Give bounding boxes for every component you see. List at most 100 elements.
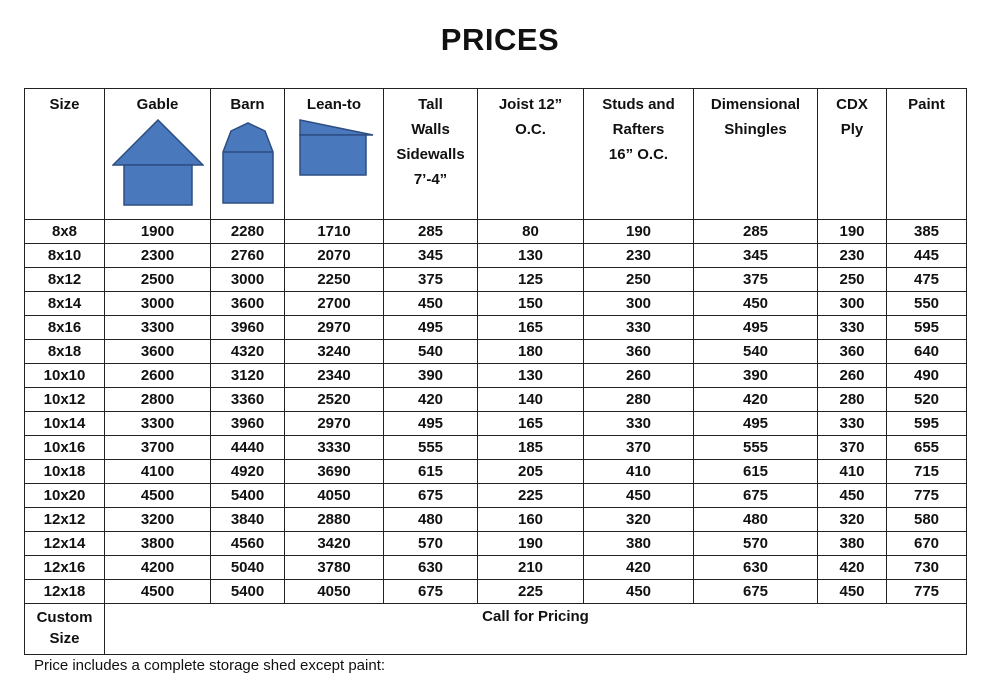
- cell-paint: 520: [886, 387, 967, 412]
- cell-studs: 300: [583, 291, 694, 316]
- cell-shingles: 285: [693, 219, 818, 244]
- cell-joist: 160: [477, 507, 584, 532]
- table-row: 8x14 3000 3600 2700 450 150 300 450 300 550: [24, 291, 967, 316]
- cell-joist: 205: [477, 459, 584, 484]
- lean-to-shed-icon: [299, 119, 374, 176]
- cell-barn: 4560: [210, 531, 285, 556]
- price-rows: 8x8 1900 2280 1710 285 80 190 285 190 385 8x10 2300…: [24, 219, 967, 604]
- table-row: 10x20 4500 5400 4050 675 225 450 675 450 775: [24, 483, 967, 508]
- cell-tall-walls: 495: [383, 315, 478, 340]
- header-gable-label: Gable: [136, 96, 179, 113]
- cell-joist: 130: [477, 363, 584, 388]
- cell-shingles: 555: [693, 435, 818, 460]
- cell-barn: 3120: [210, 363, 285, 388]
- cell-cdx: 280: [817, 387, 887, 412]
- cell-paint: 775: [886, 579, 967, 604]
- cell-leanto: 3240: [284, 339, 384, 364]
- cell-leanto: 4050: [284, 483, 384, 508]
- cell-gable: 4200: [104, 555, 211, 580]
- cell-size: 12x16: [24, 555, 105, 580]
- cell-cdx: 360: [817, 339, 887, 364]
- cell-studs: 330: [583, 411, 694, 436]
- cell-paint: 490: [886, 363, 967, 388]
- cell-size: 8x8: [24, 219, 105, 244]
- cell-leanto: 2700: [284, 291, 384, 316]
- cell-joist: 130: [477, 243, 584, 268]
- cell-barn: 5400: [210, 483, 285, 508]
- cell-leanto: 3420: [284, 531, 384, 556]
- cell-studs: 190: [583, 219, 694, 244]
- cell-studs: 370: [583, 435, 694, 460]
- cell-tall-walls: 540: [383, 339, 478, 364]
- cell-shingles: 480: [693, 507, 818, 532]
- cell-size: 10x14: [24, 411, 105, 436]
- cell-tall-walls: 630: [383, 555, 478, 580]
- cell-joist: 125: [477, 267, 584, 292]
- cell-shingles: 540: [693, 339, 818, 364]
- header-joist: Joist 12” O.C.: [477, 88, 584, 220]
- cell-tall-walls: 345: [383, 243, 478, 268]
- header-row: Size Gable Barn Lean-to Tall Walls: [24, 88, 967, 220]
- cell-leanto: 2340: [284, 363, 384, 388]
- cell-joist: 210: [477, 555, 584, 580]
- cell-paint: 580: [886, 507, 967, 532]
- header-barn-label: Barn: [230, 96, 265, 113]
- header-leanto-label: Lean-to: [306, 96, 362, 113]
- cell-tall-walls: 390: [383, 363, 478, 388]
- table-row: 10x10 2600 3120 2340 390 130 260 390 260 490: [24, 363, 967, 388]
- barn-shed-icon: [221, 122, 274, 204]
- cell-size: 8x18: [24, 339, 105, 364]
- cell-paint: 655: [886, 435, 967, 460]
- header-barn: Barn: [210, 88, 285, 220]
- header-gable: Gable: [104, 88, 211, 220]
- cell-joist: 180: [477, 339, 584, 364]
- cell-size: 8x10: [24, 243, 105, 268]
- cell-paint: 715: [886, 459, 967, 484]
- cell-size: 12x14: [24, 531, 105, 556]
- cell-leanto: 1710: [284, 219, 384, 244]
- cell-barn: 5400: [210, 579, 285, 604]
- cell-barn: 4440: [210, 435, 285, 460]
- cell-size: 12x12: [24, 507, 105, 532]
- cell-tall-walls: 480: [383, 507, 478, 532]
- cell-paint: 640: [886, 339, 967, 364]
- cell-gable: 2800: [104, 387, 211, 412]
- cell-shingles: 495: [693, 411, 818, 436]
- cell-tall-walls: 285: [383, 219, 478, 244]
- cell-leanto: 4050: [284, 579, 384, 604]
- cell-leanto: 3780: [284, 555, 384, 580]
- cell-leanto: 3330: [284, 435, 384, 460]
- cell-studs: 230: [583, 243, 694, 268]
- cell-cdx: 410: [817, 459, 887, 484]
- cell-tall-walls: 375: [383, 267, 478, 292]
- cell-gable: 3600: [104, 339, 211, 364]
- cell-paint: 475: [886, 267, 967, 292]
- cell-shingles: 570: [693, 531, 818, 556]
- cell-studs: 320: [583, 507, 694, 532]
- cell-gable: 3700: [104, 435, 211, 460]
- cell-paint: 670: [886, 531, 967, 556]
- cell-joist: 140: [477, 387, 584, 412]
- table-row: 10x12 2800 3360 2520 420 140 280 420 280 520: [24, 387, 967, 412]
- cell-gable: 3800: [104, 531, 211, 556]
- cell-barn: 3000: [210, 267, 285, 292]
- cell-size: 10x20: [24, 483, 105, 508]
- cell-barn: 2280: [210, 219, 285, 244]
- cell-shingles: 375: [693, 267, 818, 292]
- cell-cdx: 260: [817, 363, 887, 388]
- cell-cdx: 330: [817, 411, 887, 436]
- cell-shingles: 495: [693, 315, 818, 340]
- cell-cdx: 450: [817, 483, 887, 508]
- cell-shingles: 675: [693, 579, 818, 604]
- cell-gable: 2500: [104, 267, 211, 292]
- cell-leanto: 2970: [284, 315, 384, 340]
- custom-size-row: Custom Size Call for Pricing: [24, 603, 967, 655]
- cell-cdx: 190: [817, 219, 887, 244]
- header-shingles: Dimensional Shingles: [693, 88, 818, 220]
- cell-gable: 2300: [104, 243, 211, 268]
- cell-studs: 250: [583, 267, 694, 292]
- cell-paint: 550: [886, 291, 967, 316]
- cell-studs: 330: [583, 315, 694, 340]
- cell-paint: 595: [886, 411, 967, 436]
- cell-shingles: 390: [693, 363, 818, 388]
